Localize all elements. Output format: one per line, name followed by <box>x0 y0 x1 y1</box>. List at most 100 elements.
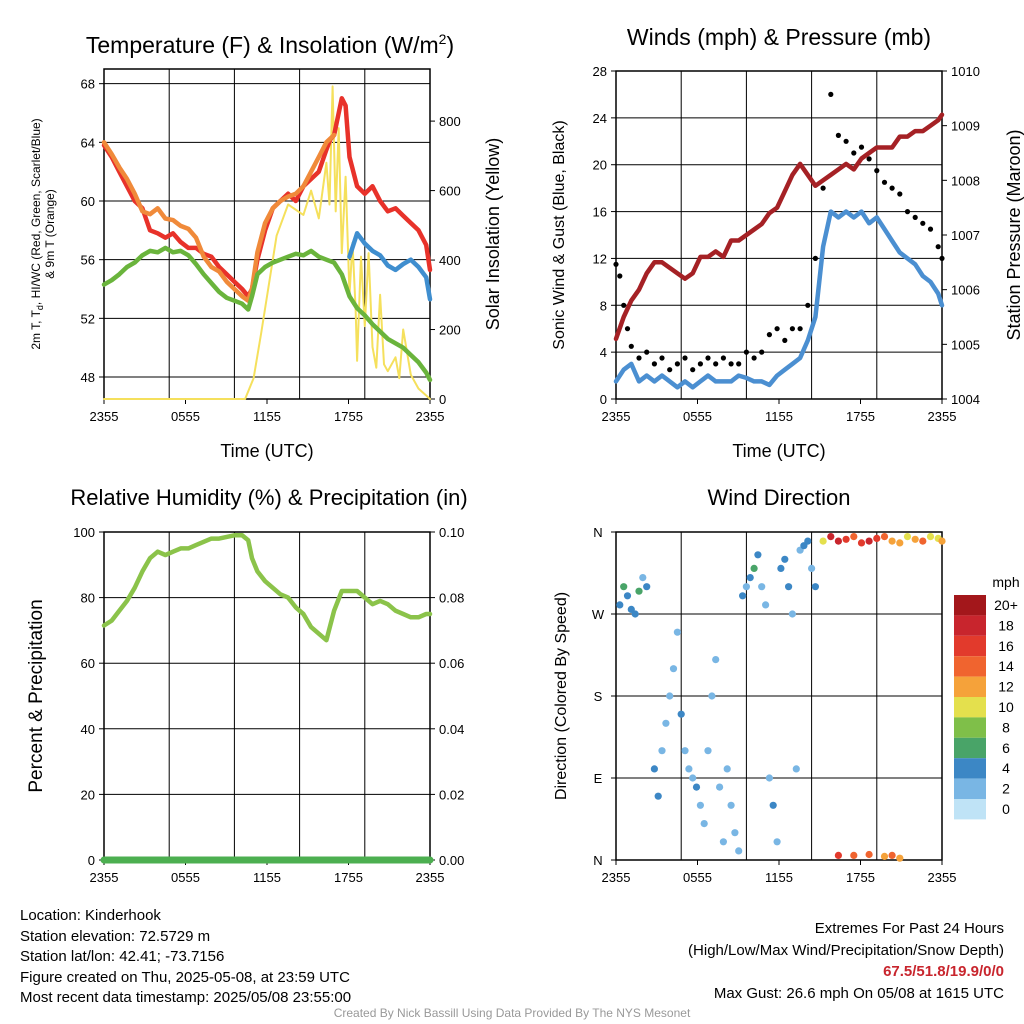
direction-point <box>704 747 712 755</box>
direction-point <box>804 537 812 545</box>
direction-point <box>911 535 919 543</box>
data-point <box>743 349 750 355</box>
direction-point <box>708 692 716 700</box>
direction-point <box>712 656 720 664</box>
data-point <box>644 349 650 355</box>
x-tick-label: 2355 <box>416 870 445 885</box>
direction-point <box>681 747 689 755</box>
direction-point <box>919 537 927 545</box>
direction-point <box>938 537 946 545</box>
x-tick-label: 2355 <box>90 409 119 424</box>
extremes-title: Extremes For Past 24 Hours <box>814 920 1004 937</box>
data-point <box>920 220 926 226</box>
y-tick-label: N <box>593 853 602 868</box>
x-tick-label: 1755 <box>334 870 363 885</box>
latlon-text: Station lat/lon: 42.41; -73.7156 <box>20 948 225 965</box>
y-axis-label-line: & 9m T (Orange) <box>43 189 57 279</box>
legend-swatch <box>954 676 986 697</box>
direction-point <box>620 583 628 591</box>
legend-swatch <box>954 656 986 677</box>
direction-point <box>739 592 747 600</box>
direction-point <box>873 534 881 543</box>
direction-point <box>754 551 762 559</box>
legend-swatch <box>954 595 986 616</box>
legend-label: 14 <box>998 658 1014 674</box>
station-info: Location: Kinderhook Station elevation: … <box>20 906 351 1009</box>
direction-point <box>769 801 777 809</box>
y2-tick-label: 200 <box>439 323 461 338</box>
data-point <box>636 355 642 361</box>
y-axis-label-text: Percent & Precipitation <box>26 599 47 792</box>
data-point <box>621 302 627 308</box>
direction-point <box>762 601 770 609</box>
y-tick-label: 20 <box>593 158 607 173</box>
series-line <box>101 245 433 383</box>
direction-point <box>827 533 835 541</box>
y-tick-label: 48 <box>81 370 95 385</box>
direction-point <box>623 592 632 600</box>
y-axis-label-text: Sonic Wind & Gust (Blue, Black) <box>551 120 568 349</box>
direction-point <box>719 838 728 846</box>
data-point <box>935 244 941 250</box>
legend-label: 2 <box>1002 781 1010 797</box>
data-point <box>674 361 681 367</box>
direction-point <box>742 583 751 591</box>
temperature-chart: 48 52 56 60 64 68 0 200 400 600 800 2355 0555 1155 175… <box>29 31 503 461</box>
direction-point <box>880 533 889 541</box>
data-point <box>736 361 742 367</box>
extremes-info: Extremes For Past 24 Hours (High/Low/Max… <box>688 918 1004 1004</box>
direction-point <box>781 555 789 563</box>
direction-point <box>857 539 866 547</box>
x-tick-label: 2355 <box>928 870 957 885</box>
y2-axis-label-text: Solar Insolation (Yellow) <box>483 138 503 330</box>
x-tick-label: 1155 <box>765 870 793 885</box>
data-point <box>828 91 834 97</box>
direction-point <box>731 829 739 837</box>
data-point <box>613 261 619 267</box>
data-point <box>889 185 895 191</box>
data-point <box>782 337 788 343</box>
y2-tick-label: 0.02 <box>439 787 464 802</box>
legend-swatch <box>954 758 986 779</box>
y-tick-label: 64 <box>81 135 95 150</box>
data-point <box>881 179 888 185</box>
direction-point <box>662 719 670 727</box>
y-tick-label: 60 <box>81 656 95 671</box>
direction-point <box>654 792 662 800</box>
direction-point <box>616 601 624 609</box>
series-line <box>103 85 431 400</box>
speed-legend: mph 20+ 18 16 14 12 10 8 6 4 2 0 <box>954 574 1020 820</box>
y-tick-label: 52 <box>81 311 95 326</box>
legend-swatch <box>954 615 986 636</box>
y-axis-label-left: 2m T, Td, HI/WC (Red, Green, Scarlet/Blu… <box>29 118 57 349</box>
y2-tick-label: 0.04 <box>439 722 464 737</box>
direction-point <box>643 583 651 591</box>
x-tick-label: 1155 <box>253 870 281 885</box>
data-point <box>690 367 696 373</box>
y-tick-label: 60 <box>81 194 95 209</box>
direction-point <box>658 747 666 755</box>
legend-swatch <box>954 697 986 718</box>
data-point <box>927 226 934 232</box>
data-point <box>797 326 803 332</box>
legend-label: 20+ <box>994 597 1018 613</box>
y2-tick-label: 0.10 <box>439 525 464 540</box>
data-point <box>697 361 704 367</box>
legend-swatch <box>954 799 986 820</box>
y2-tick-label: 800 <box>439 114 461 129</box>
data-point <box>766 332 773 338</box>
direction-point <box>723 765 731 773</box>
direction-point <box>850 851 858 860</box>
y2-tick-label: 0.00 <box>439 853 464 868</box>
x-tick-label: 1755 <box>846 409 875 424</box>
y2-tick-label: 600 <box>439 184 461 199</box>
y-tick-label: 80 <box>81 591 95 606</box>
legend-swatch <box>954 635 986 657</box>
y-tick-label: N <box>593 525 602 540</box>
direction-point <box>834 537 843 545</box>
y-tick-label: S <box>594 689 603 704</box>
direction-point <box>735 847 743 855</box>
chart-title: Winds (mph) & Pressure (mb) <box>627 24 931 50</box>
y2-tick-label: 0.06 <box>439 656 464 671</box>
